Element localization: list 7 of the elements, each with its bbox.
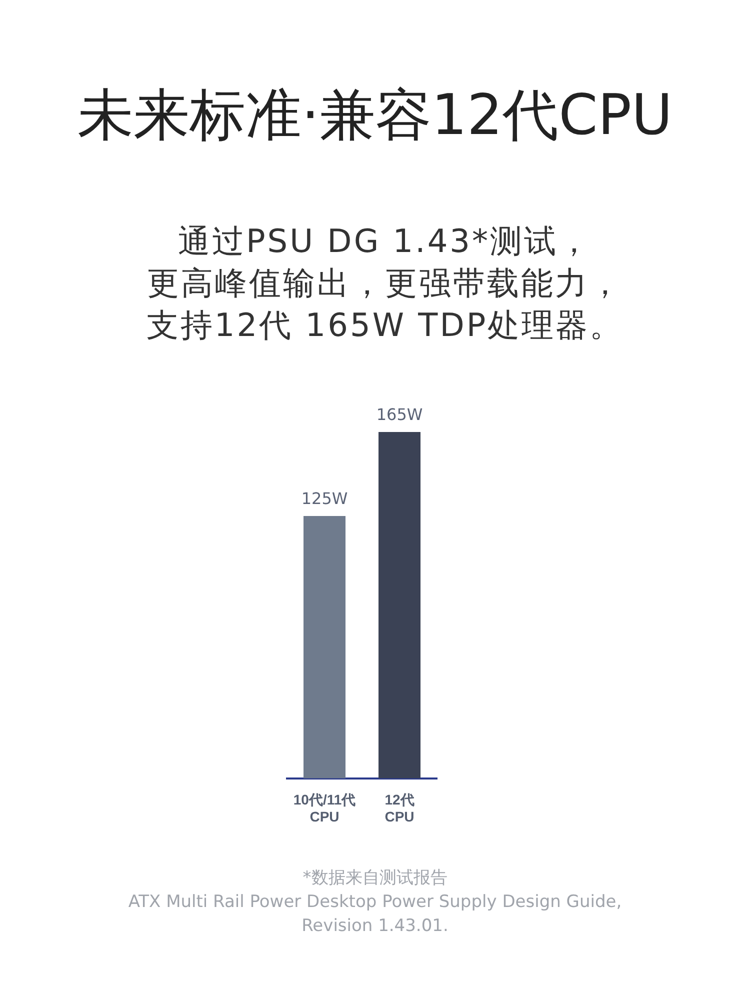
text: *数据来自测试报告 ATX Multi Rail Power Desktop Power Supply Design Guide, Revision 1.43.01. [127,867,623,938]
chart-title: 未来标准·兼容12代CPU [76,83,674,148]
chart-subtitle: 通过PSU DG 1.43*测试，更高峰值输出，更强带载能力，支持12代 165W TDP处理器。 [146,221,624,346]
data-label: 165W [376,405,423,424]
x-tick-label: 10代/11代 CPU [293,792,356,824]
data-label: 125W [301,489,348,508]
x-tick-label: 12代 CPU [384,792,414,824]
